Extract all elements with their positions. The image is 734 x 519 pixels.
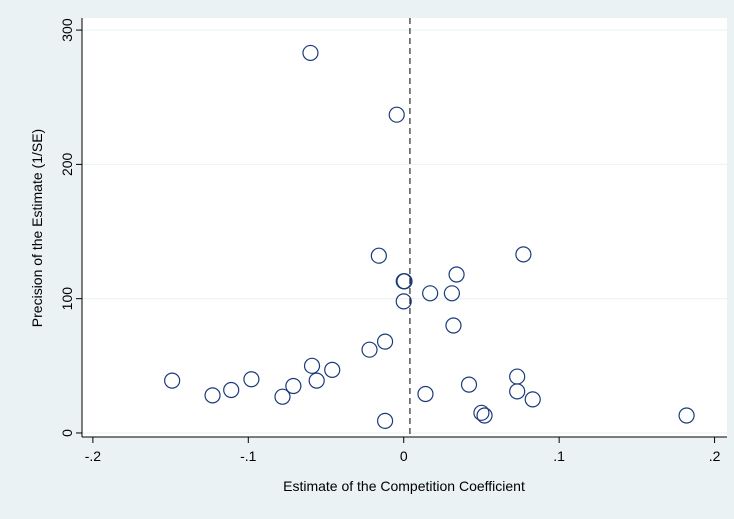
point (509, 383, 526, 400)
x-tick-label: .1 (553, 448, 565, 464)
x-axis-label: Estimate of the Competition Coefficient (283, 478, 525, 494)
point (361, 341, 378, 358)
x-tick-label: -.1 (240, 448, 257, 464)
x-tick-label: .2 (709, 448, 721, 464)
point (476, 407, 493, 424)
point (515, 246, 532, 263)
point (422, 285, 439, 302)
point (395, 293, 412, 310)
y-tick-label: 300 (59, 18, 75, 42)
point (443, 285, 461, 302)
point (324, 361, 341, 378)
x-tick-label: 0 (400, 448, 408, 464)
y-axis-label: Precision of the Estimate (1/SE) (29, 129, 45, 327)
point (678, 407, 695, 424)
y-tick-label: 200 (59, 152, 75, 176)
point (243, 371, 260, 388)
x-tick-label: -.2 (85, 448, 102, 464)
y-tick-label: 0 (59, 429, 75, 437)
point (204, 387, 221, 404)
point (376, 333, 394, 350)
point (308, 372, 325, 389)
y-tick-label: 100 (59, 287, 75, 311)
point (396, 273, 413, 290)
point (285, 377, 302, 395)
point (524, 391, 541, 408)
point (388, 106, 405, 123)
point (164, 372, 181, 389)
point (223, 381, 240, 399)
plot-area (82, 18, 727, 437)
point (460, 376, 478, 393)
point (448, 266, 465, 283)
point (417, 385, 434, 403)
point (473, 404, 490, 421)
point (302, 44, 319, 62)
point (376, 412, 394, 429)
point (445, 317, 462, 334)
point (303, 357, 321, 374)
point (370, 247, 387, 264)
point (274, 388, 291, 405)
